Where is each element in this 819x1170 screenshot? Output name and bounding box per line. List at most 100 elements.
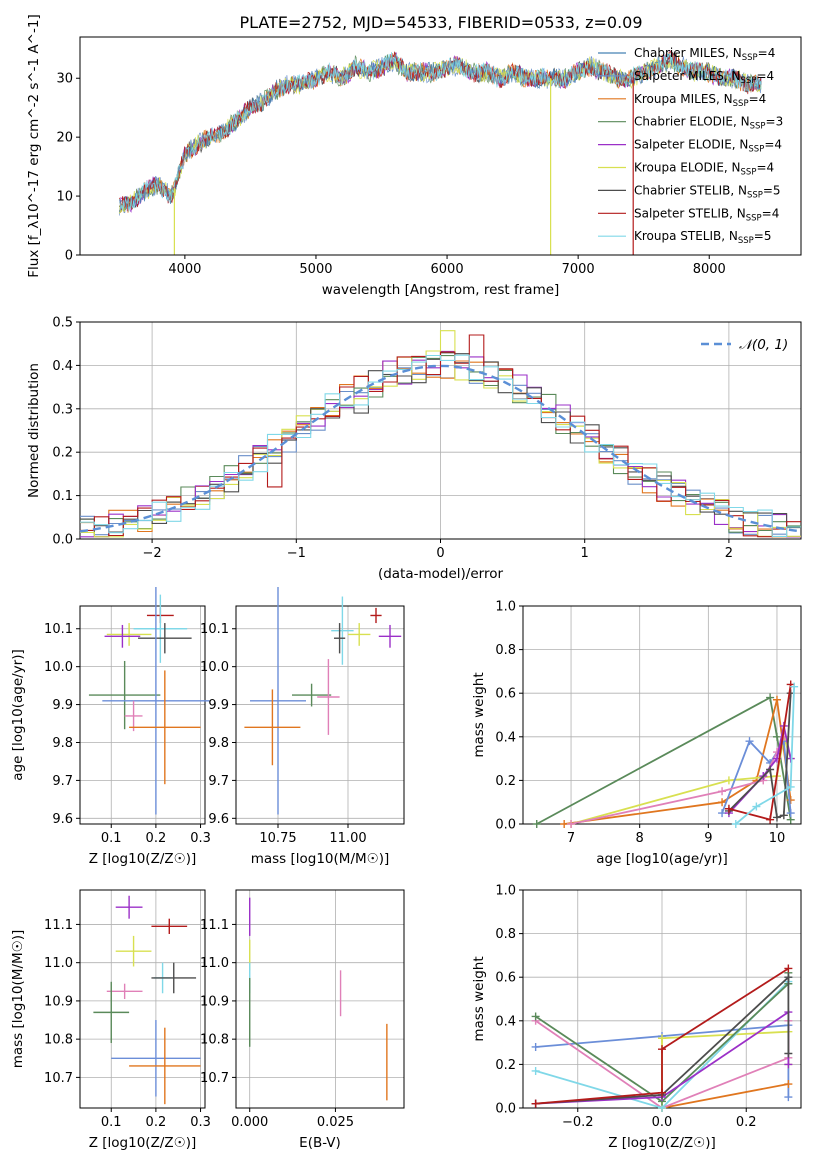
series-marker	[724, 804, 733, 813]
y-tick-label: 1.0	[495, 884, 516, 899]
x-tick-label: −0.2	[562, 1115, 594, 1130]
y-tick-label: 0.6	[495, 687, 516, 702]
error-bar-point	[334, 623, 346, 654]
y-tick-label: 10.1	[44, 622, 73, 637]
legend-entry: Kroupa STELIB, NSSP=5	[634, 229, 772, 246]
y-tick-label: 11.1	[44, 918, 73, 933]
y-tick-label: 0	[65, 249, 73, 264]
error-bar-point	[115, 935, 152, 967]
y-tick-label: 0.5	[52, 316, 73, 331]
series-marker	[772, 813, 781, 822]
error-bar-point	[88, 660, 161, 730]
y-tick-label: 0.8	[495, 927, 516, 942]
legend-entry-text: Kroupa MILES, N	[634, 92, 733, 106]
legend-entry-text: Kroupa STELIB, N	[634, 229, 738, 243]
x-tick-label: 11.00	[329, 831, 366, 846]
y-tick-label: 10.1	[200, 622, 229, 637]
error-bar-point	[124, 700, 143, 732]
error-bar-point	[151, 962, 197, 994]
x-tick-label: −1	[287, 546, 306, 561]
y-tick-label: 9.8	[52, 736, 73, 751]
legend-entry-value: =4	[756, 161, 774, 175]
series-marker	[531, 1012, 540, 1021]
series-marker	[718, 787, 727, 796]
age-vs-mass-points	[244, 587, 402, 815]
error-bar-point	[106, 623, 152, 646]
mass-weight-vs-Z-x-axis-label: Z [log10(Z/Z☉)]	[608, 1135, 716, 1151]
y-tick-label: 0.4	[52, 359, 73, 374]
error-bar-point	[250, 587, 306, 815]
series-marker	[560, 820, 569, 828]
y-tick-label: 9.8	[208, 736, 229, 751]
mass-vs-ebv-frame	[235, 889, 405, 1109]
series-marker	[718, 809, 727, 818]
error-bar-point	[378, 624, 402, 648]
y-tick-label: 0.3	[52, 402, 73, 417]
legend-entry: Salpeter STELIB, NSSP=4	[634, 206, 779, 223]
legend-entry-text: Salpeter STELIB, N	[634, 206, 746, 220]
legend-entry-text: Chabrier MILES, N	[634, 46, 742, 60]
spectrum-series-line	[118, 54, 762, 213]
spectrum-x-axis-label: wavelength [Angstrom, rest frame]	[322, 282, 560, 298]
mass-vs-ebv-axes: 0.000 0.025 10.7 10.8 10.9 11.0 11.1 E(B-V)	[200, 889, 405, 1151]
y-tick-label: 10.0	[44, 660, 73, 675]
spectrum-frame	[79, 36, 802, 256]
error-bar-point	[133, 594, 188, 663]
y-tick-label: 0.0	[495, 1102, 516, 1117]
series-marker	[766, 693, 775, 702]
x-tick-label: 0.3	[190, 831, 211, 846]
residual-histogram-y-axis-label: Normed distribution	[26, 363, 42, 498]
y-tick-label: 10.7	[44, 1071, 73, 1086]
mass-vs-ebv-x-axis-label: E(B-V)	[299, 1135, 341, 1151]
y-tick-label: 0.2	[495, 774, 516, 789]
y-tick-label: 9.7	[208, 774, 229, 789]
x-tick-label: 8	[636, 831, 644, 846]
y-tick-label: 0.0	[52, 533, 73, 548]
series-marker	[786, 809, 795, 818]
y-tick-label: 10.8	[200, 1033, 229, 1048]
y-tick-label: 10.9	[200, 994, 229, 1009]
legend-entry: 𝒩(0, 1)	[739, 337, 788, 353]
legend-entry-text: Chabrier ELODIE, N	[634, 115, 750, 129]
y-tick-label: 9.6	[52, 812, 73, 827]
error-bar-point	[93, 981, 130, 1043]
error-bar-point	[317, 659, 340, 735]
series-marker	[766, 765, 775, 774]
series-line	[535, 967, 789, 1105]
error-bar-point	[370, 607, 382, 624]
mass-vs-ebv-points	[249, 897, 388, 1101]
legend-entry: Kroupa ELODIE, NSSP=4	[634, 161, 774, 178]
x-tick-label: 10	[769, 831, 786, 846]
legend-entry-text: Salpeter ELODIE, N	[634, 138, 748, 152]
y-tick-label: 10	[56, 190, 73, 205]
mass-weight-vs-age-series	[532, 680, 799, 828]
legend-entry-value: =4	[764, 138, 782, 152]
legend-entry-subscript: SSP	[742, 53, 758, 63]
legend-entry: Kroupa MILES, NSSP=4	[634, 92, 766, 109]
legend-entry-value: =4	[756, 69, 774, 83]
y-tick-label: 0.4	[495, 730, 516, 745]
y-tick-label: 10.7	[200, 1071, 229, 1086]
histogram-series	[80, 334, 801, 538]
y-tick-label: 0.2	[495, 1058, 516, 1073]
error-bar-point	[102, 587, 210, 815]
series-line	[536, 696, 792, 825]
legend-entry-subscript: SSP	[746, 213, 762, 223]
legend-entry-text: Kroupa ELODIE, N	[634, 161, 741, 175]
y-tick-label: 0.8	[495, 643, 516, 658]
age-vs-Z-y-axis-label: age [log10(age/yr)]	[10, 649, 26, 781]
series-marker	[772, 695, 781, 704]
y-tick-label: 11.1	[200, 918, 229, 933]
x-tick-label: 0.3	[190, 1115, 211, 1130]
x-tick-label: −2	[143, 546, 162, 561]
x-tick-label: 6000	[431, 262, 464, 277]
legend-entry-text: Salpeter MILES, N	[634, 69, 741, 83]
x-tick-label: 0.2	[736, 1115, 757, 1130]
x-tick-label: 0.2	[146, 831, 167, 846]
series-marker	[718, 798, 727, 807]
y-tick-label: 9.7	[52, 774, 73, 789]
series-line	[535, 975, 790, 1105]
